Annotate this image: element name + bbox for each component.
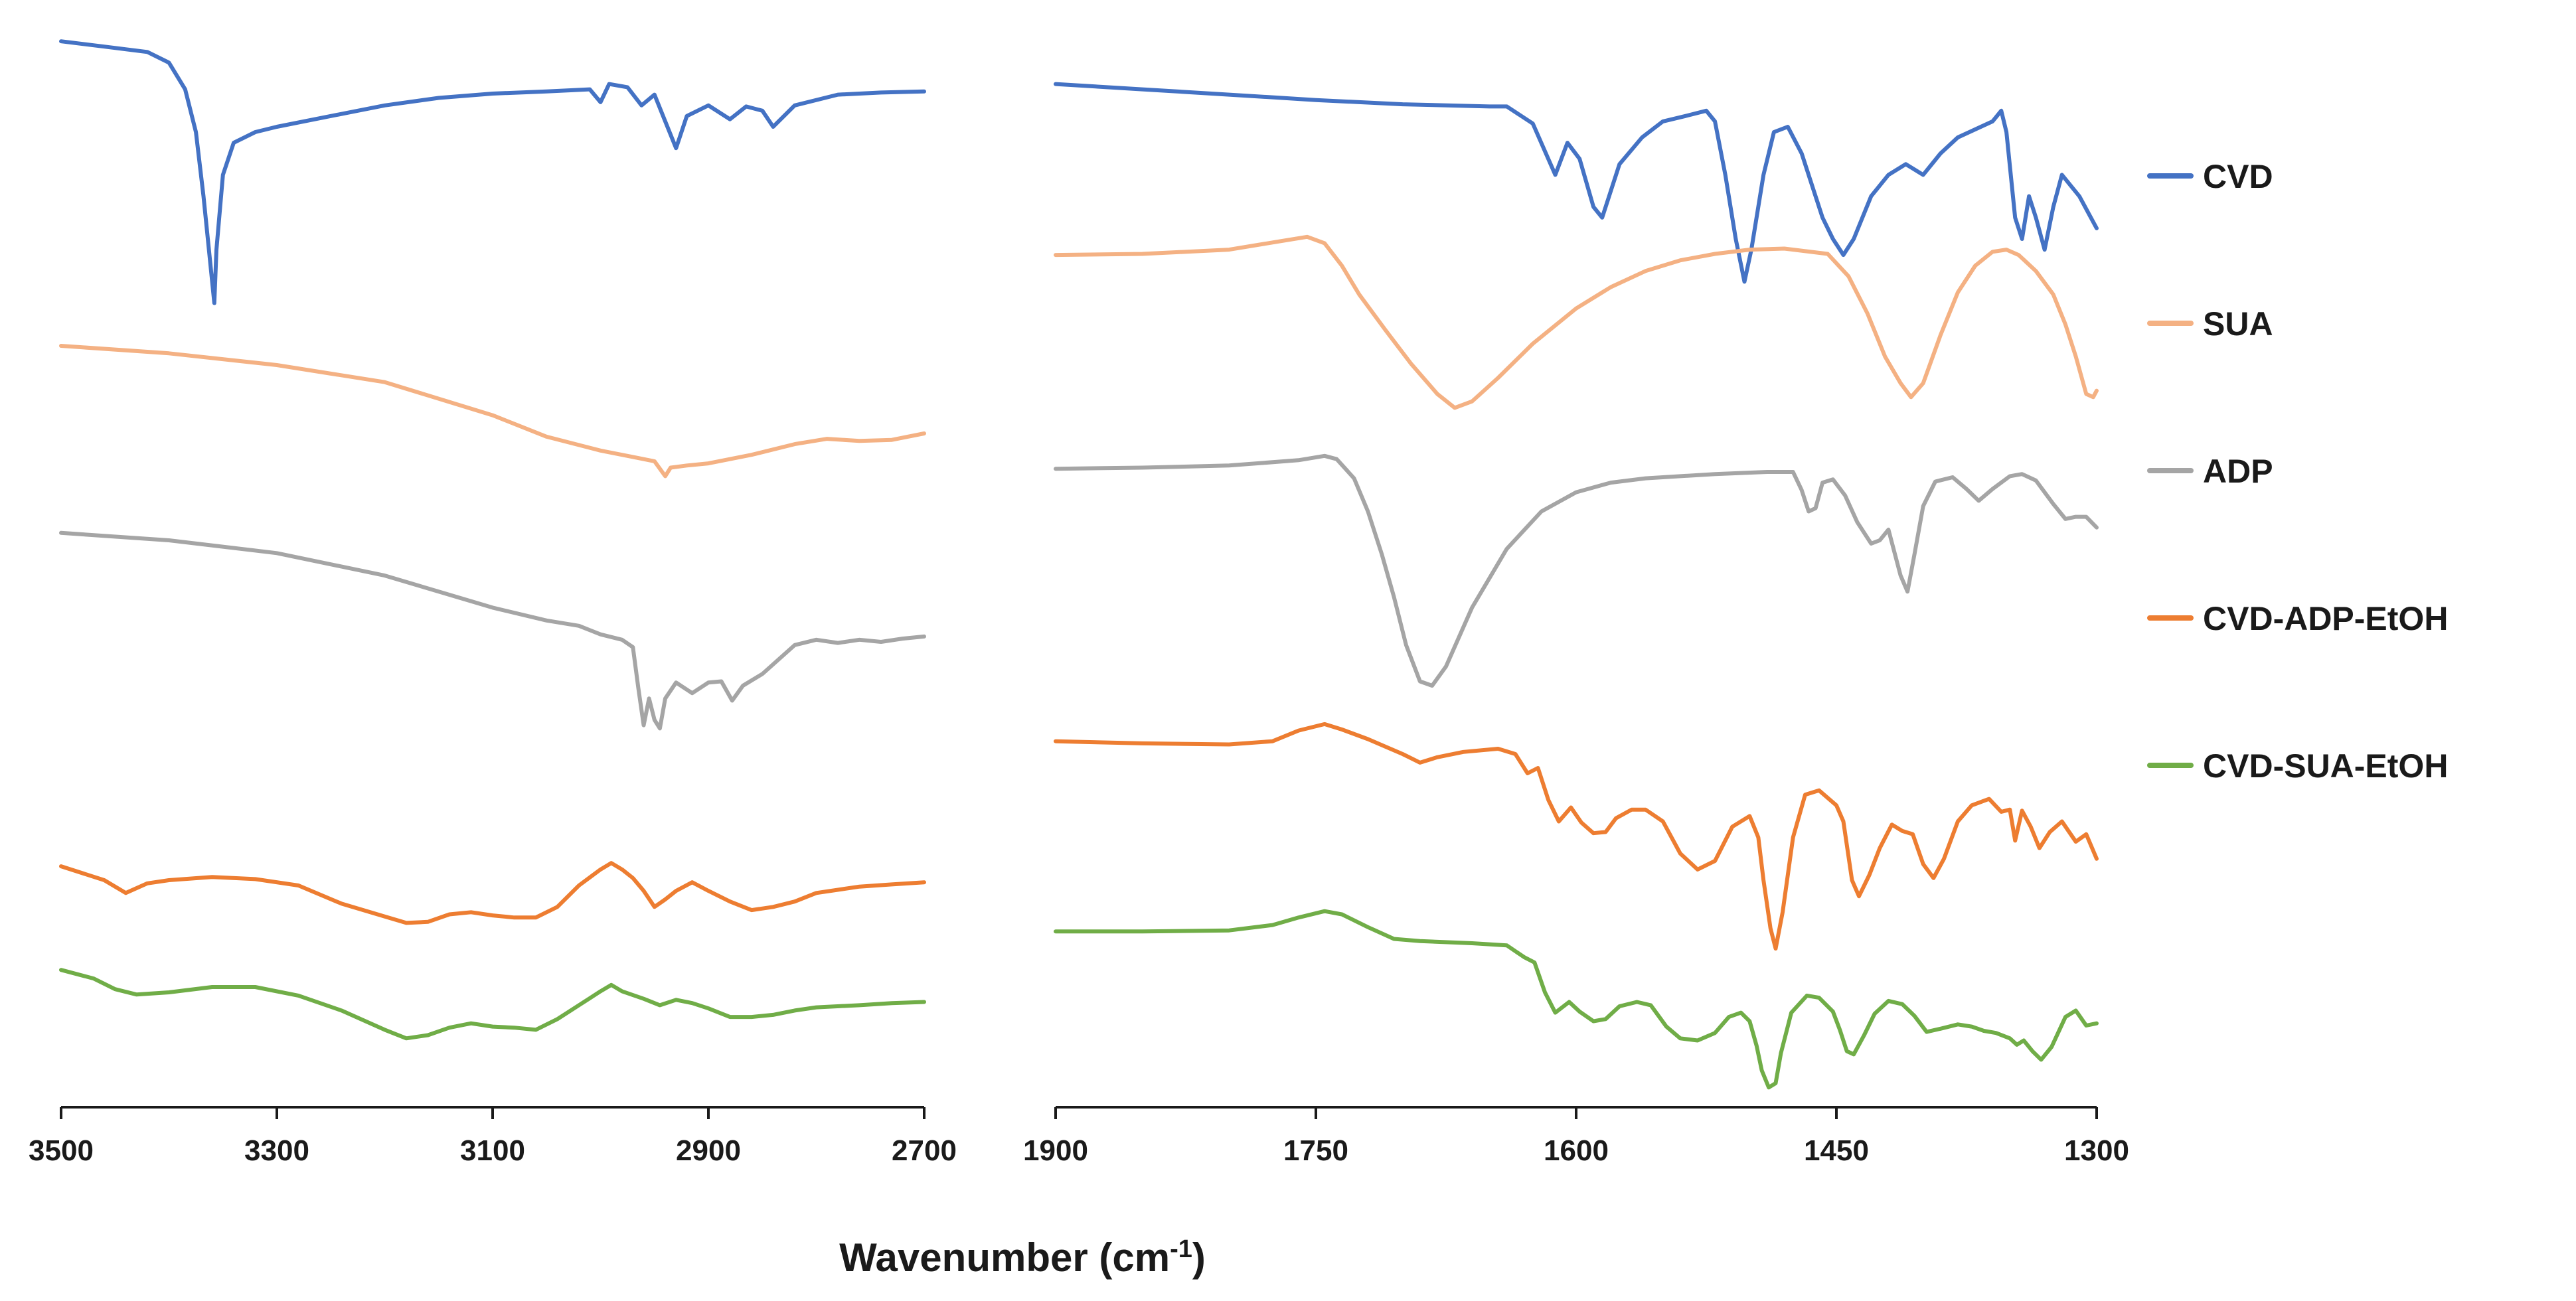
legend-label-adp: ADP [2203, 453, 2273, 490]
right-series-lines [1054, 82, 2099, 1090]
x-axis-title-main: Wavenumber (cm [839, 1235, 1170, 1280]
left-tick-label-3500: 3500 [29, 1134, 94, 1167]
left-x-tick-labels: 3500 3300 3100 2900 2700 [29, 1134, 957, 1167]
series-line-cvd-adp-etoh-left [59, 861, 926, 925]
x-axis-title-superscript: -1 [1170, 1235, 1192, 1263]
right-tick-label-1300: 1300 [2064, 1134, 2129, 1167]
right-tick-label-1900: 1900 [1023, 1134, 1088, 1167]
legend-label-cvd: CVD [2203, 158, 2273, 195]
right-x-tick-labels: 1900 1750 1600 1450 1300 [1023, 1134, 2129, 1167]
left-panel: 3500 3300 3100 2900 2700 [29, 39, 957, 1167]
left-tick-label-3100: 3100 [460, 1134, 525, 1167]
series-line-sua-right [1054, 234, 2099, 410]
left-tick-label-2700: 2700 [892, 1134, 957, 1167]
legend-label-sua: SUA [2203, 305, 2273, 343]
series-line-cvd-adp-etoh-right [1054, 722, 2099, 951]
legend: CVD SUA ADP CVD-ADP-EtOH CVD-SUA-EtOH [2147, 158, 2448, 785]
right-tick-label-1600: 1600 [1544, 1134, 1609, 1167]
x-axis-title-end: ) [1192, 1235, 1206, 1280]
series-line-cvd-sua-etoh-left [59, 968, 926, 1041]
series-line-adp-right [1054, 453, 2099, 688]
legend-label-cvd-sua-etoh: CVD-SUA-EtOH [2203, 747, 2448, 785]
left-series-lines [59, 39, 926, 1041]
series-line-cvd-sua-etoh-right [1054, 909, 2099, 1090]
series-line-cvd-right [1054, 82, 2099, 284]
right-x-ticks [1054, 1107, 2098, 1119]
series-line-cvd-left [59, 39, 926, 305]
series-line-adp-left [59, 530, 926, 731]
left-x-ticks [60, 1107, 926, 1119]
right-tick-label-1750: 1750 [1283, 1134, 1348, 1167]
x-axis-title: Wavenumber (cm-1) [839, 1235, 1206, 1280]
legend-label-cvd-adp-etoh: CVD-ADP-EtOH [2203, 600, 2448, 637]
right-panel: 1900 1750 1600 1450 1300 [1023, 82, 2129, 1167]
left-tick-label-2900: 2900 [676, 1134, 741, 1167]
left-tick-label-3300: 3300 [244, 1134, 309, 1167]
series-line-sua-left [59, 344, 926, 479]
right-tick-label-1450: 1450 [1804, 1134, 1869, 1167]
